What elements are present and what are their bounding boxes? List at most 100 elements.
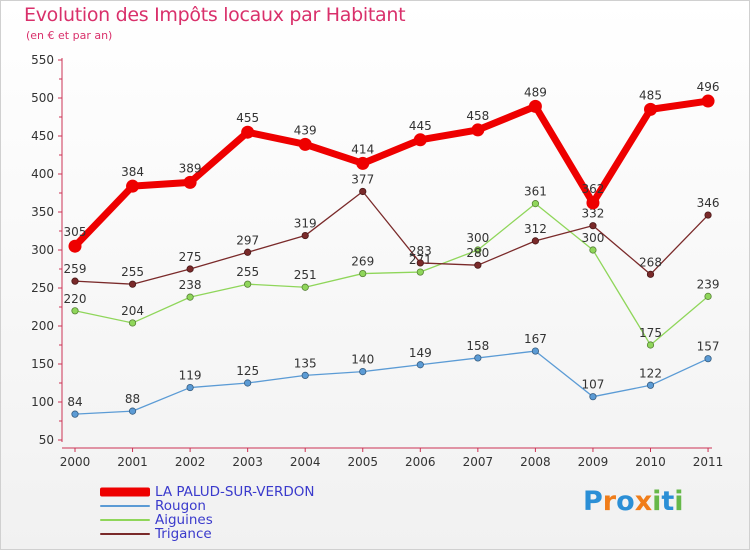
legend-swatch: [100, 487, 150, 497]
data-point: [704, 355, 712, 363]
data-label: 319: [294, 217, 317, 231]
logo-letter: x: [634, 486, 653, 517]
data-label: 175: [639, 326, 662, 340]
data-label: 140: [351, 353, 374, 367]
data-point: [128, 280, 137, 288]
data-label: 251: [294, 268, 317, 282]
data-label: 362: [581, 182, 604, 196]
y-tick-label: 500: [31, 91, 54, 105]
data-point: [68, 239, 82, 253]
data-point: [244, 280, 252, 288]
x-tick-label: 2001: [117, 455, 148, 469]
data-label: 439: [294, 123, 317, 137]
data-label: 283: [409, 244, 432, 258]
data-point: [531, 237, 540, 245]
data-label: 300: [581, 231, 604, 245]
y-tick-label: 150: [31, 357, 54, 371]
data-point: [71, 277, 79, 285]
data-point: [126, 179, 140, 193]
data-label: 135: [294, 356, 317, 370]
data-point: [474, 246, 482, 254]
series-line: [74, 202, 709, 346]
x-tick-label: 2009: [578, 455, 609, 469]
data-label: 149: [409, 346, 432, 360]
y-tick-label: 200: [31, 319, 54, 333]
x-tick-label: 2006: [405, 455, 436, 469]
data-point: [244, 379, 252, 387]
y-tick-label: 300: [31, 243, 54, 257]
data-label: 346: [697, 196, 720, 210]
y-tick-label: 550: [31, 53, 54, 67]
data-label: 238: [179, 278, 202, 292]
data-point: [244, 248, 252, 256]
data-point: [531, 347, 540, 355]
data-label: 158: [466, 339, 489, 353]
data-point: [474, 261, 482, 269]
data-label: 297: [236, 233, 259, 247]
data-point: [413, 133, 427, 147]
data-point: [71, 410, 79, 418]
data-label: 489: [524, 85, 547, 99]
data-point: [128, 407, 137, 415]
x-tick-label: 2002: [175, 455, 206, 469]
x-tick-label: 2000: [60, 455, 91, 469]
data-label: 305: [64, 225, 87, 239]
data-label: 496: [697, 80, 720, 94]
data-label: 255: [121, 265, 144, 279]
data-point: [71, 307, 79, 315]
data-point: [528, 99, 542, 113]
legend-swatch: [100, 505, 150, 507]
data-point: [128, 319, 137, 327]
data-point: [356, 156, 370, 170]
legend-label: Aiguines: [155, 512, 213, 528]
data-label: 275: [179, 250, 202, 264]
data-point: [589, 222, 597, 230]
data-point: [301, 371, 309, 379]
series-rougon: 84 88 119 125 135 140 149 158 167 107 122 157: [67, 332, 720, 418]
y-tick-label: 250: [31, 281, 54, 295]
data-point: [359, 187, 367, 196]
data-label: 259: [64, 262, 87, 276]
data-point: [359, 269, 367, 278]
data-point: [704, 211, 712, 219]
series-line: [71, 97, 712, 250]
legend-swatch: [100, 533, 150, 535]
data-label: 84: [67, 395, 82, 409]
data-label: 220: [64, 292, 87, 306]
data-label: 300: [466, 231, 489, 245]
data-point: [301, 231, 309, 240]
data-point: [416, 268, 424, 276]
x-tick-label: 2010: [635, 455, 666, 469]
data-label: 485: [639, 88, 662, 102]
data-label: 88: [125, 392, 140, 406]
data-label: 377: [351, 172, 374, 186]
logo-letter: P: [583, 486, 603, 517]
data-label: 204: [121, 304, 144, 318]
data-label: 332: [581, 207, 604, 221]
data-point: [241, 125, 255, 139]
data-label: 389: [179, 161, 202, 175]
x-tick-label: 2004: [290, 455, 321, 469]
data-point: [186, 265, 194, 273]
data-label: 157: [697, 340, 720, 354]
data-label: 414: [351, 142, 374, 156]
series-trigance: 259 255 275 297 319 377 283 280 312 332 268 346: [64, 172, 720, 288]
data-label: 122: [639, 366, 662, 380]
y-tick-label: 50: [39, 433, 54, 447]
data-point: [704, 292, 712, 300]
data-label: 458: [466, 109, 489, 123]
data-point: [531, 200, 540, 208]
logo-letter: i: [674, 486, 684, 517]
y-tick-label: 450: [31, 129, 54, 143]
data-point: [589, 393, 597, 401]
data-point: [471, 123, 485, 137]
series-line: [74, 350, 709, 415]
logo-letter: i: [652, 486, 662, 517]
data-label: 268: [639, 255, 662, 269]
y-tick-label: 400: [31, 167, 54, 181]
data-point: [586, 196, 600, 210]
data-point: [646, 341, 655, 349]
data-point: [646, 270, 655, 278]
logo-letter: r: [602, 486, 617, 517]
